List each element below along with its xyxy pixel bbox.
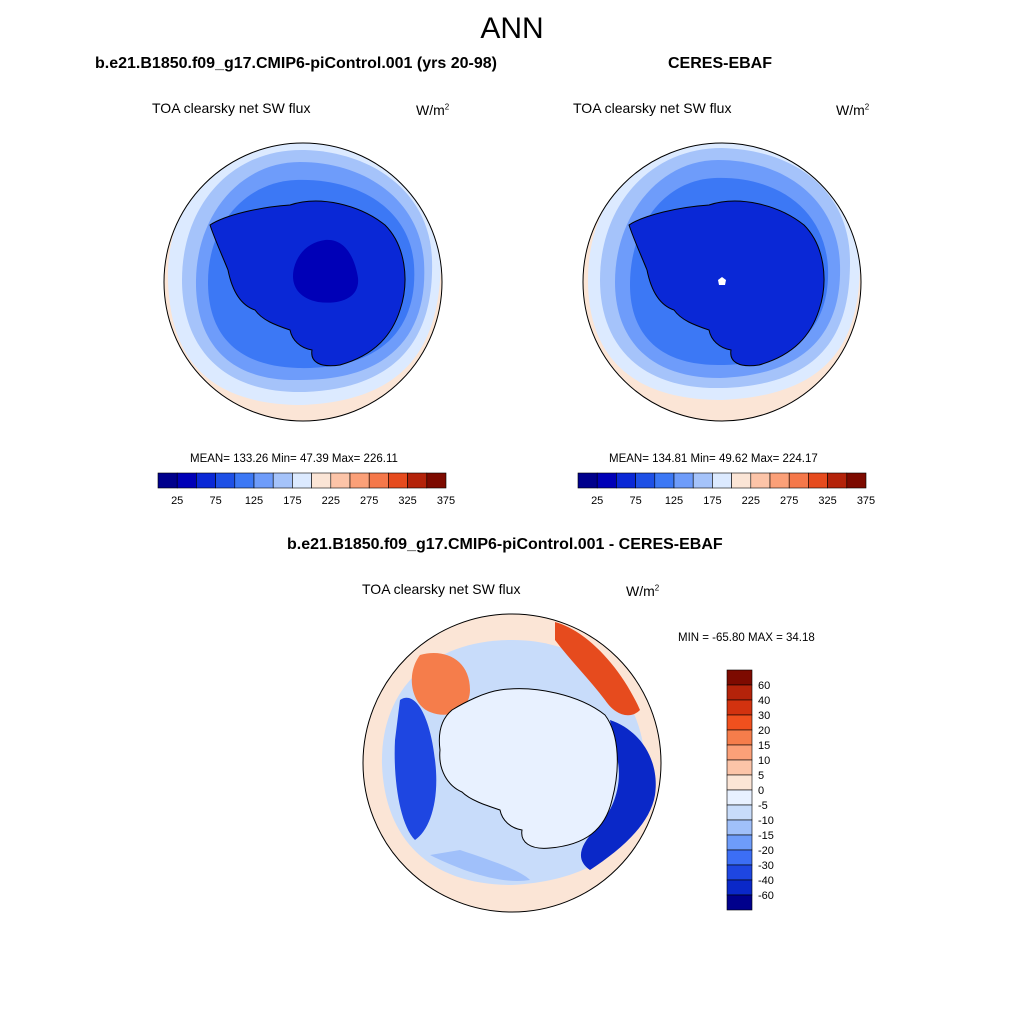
- model-colorbar: 25 75 125 175 225 275 325 375: [157, 472, 455, 507]
- diff-colorbar-swatch: [726, 729, 753, 746]
- obs-colorbar: 25 75 125 175 225 275 325 375: [577, 472, 875, 507]
- model-colorbar-swatch: [234, 472, 255, 489]
- obs-colorbar-swatch: [769, 472, 790, 489]
- obs-colorbar-swatch: [750, 472, 771, 489]
- diff-colorbar-swatch: [726, 759, 753, 776]
- model-stats: MEAN= 133.26 Min= 47.39 Max= 226.11: [190, 453, 398, 465]
- model-colorbar-swatch: [388, 472, 408, 489]
- diff-colorbar-label: 0: [758, 785, 764, 797]
- diff-title: b.e21.B1850.f09_g17.CMIP6-piControl.001 …: [287, 536, 723, 553]
- obs-polar-map: [582, 142, 862, 422]
- model-colorbar-tick-label: 275: [360, 495, 378, 507]
- model-colorbar-swatch: [176, 472, 197, 489]
- diff-colorbar-label: 20: [758, 725, 770, 737]
- obs-colorbar-tick-label: 275: [780, 495, 798, 507]
- diff-colorbar-swatch: [726, 879, 753, 896]
- obs-colorbar-swatch: [808, 472, 828, 489]
- model-case-title: b.e21.B1850.f09_g17.CMIP6-piControl.001 …: [95, 55, 497, 72]
- diff-colorbar-label: 5: [758, 770, 764, 782]
- model-colorbar-tick-label: 125: [245, 495, 263, 507]
- obs-colorbar-swatch: [692, 472, 713, 489]
- model-colorbar-swatch: [330, 472, 351, 489]
- model-colorbar-swatch: [272, 472, 293, 489]
- diff-colorbar-swatch: [726, 864, 753, 881]
- diff-colorbar-label: 15: [758, 740, 770, 752]
- diff-colorbar-swatch: [726, 804, 753, 821]
- model-colorbar-swatch: [311, 472, 332, 489]
- obs-colorbar-tick-label: 125: [665, 495, 683, 507]
- diff-colorbar: 60 40 30 20 15 10 5 0 -5 -10 -15 -20 -30 -40 -60: [726, 669, 774, 911]
- diff-units-label: W/m2: [626, 583, 660, 599]
- obs-colorbar-tick-label: 375: [857, 495, 875, 507]
- model-colorbar-swatch: [157, 472, 178, 489]
- obs-colorbar-swatch: [788, 472, 809, 489]
- diff-colorbar-swatch: [726, 819, 753, 836]
- season-title: ANN: [480, 12, 544, 45]
- obs-units-label: W/m2: [836, 102, 870, 118]
- obs-field-label: TOA clearsky net SW flux: [573, 100, 732, 116]
- model-colorbar-swatch: [253, 472, 274, 489]
- model-colorbar-swatch: [349, 472, 370, 489]
- obs-colorbar-swatch: [731, 472, 752, 489]
- obs-colorbar-swatch: [846, 472, 867, 489]
- model-units-label: W/m2: [416, 102, 450, 118]
- model-field-label: TOA clearsky net SW flux: [152, 100, 311, 116]
- obs-colorbar-swatch: [635, 472, 656, 489]
- diff-field-label: TOA clearsky net SW flux: [362, 581, 521, 597]
- diff-colorbar-label: 60: [758, 680, 770, 692]
- obs-colorbar-swatch: [616, 472, 636, 489]
- diff-polar-map: [362, 613, 662, 913]
- diff-colorbar-swatch: [726, 669, 753, 686]
- diff-colorbar-swatch: [726, 849, 753, 866]
- obs-colorbar-swatch: [596, 472, 617, 489]
- diff-colorbar-swatch: [726, 894, 753, 911]
- diff-stats: MIN = -65.80 MAX = 34.18: [678, 632, 815, 644]
- obs-stats: MEAN= 134.81 Min= 49.62 Max= 224.17: [609, 453, 818, 465]
- obs-colorbar-swatch: [654, 472, 675, 489]
- diff-colorbar-swatch: [726, 774, 753, 791]
- obs-colorbar-swatch: [827, 472, 848, 489]
- diff-colorbar-swatch: [726, 789, 753, 806]
- diff-colorbar-label: -5: [758, 800, 768, 812]
- obs-colorbar-swatch: [673, 472, 694, 489]
- model-colorbar-tick-label: 75: [209, 495, 221, 507]
- model-colorbar-tick-label: 225: [322, 495, 340, 507]
- obs-colorbar-swatch: [712, 472, 732, 489]
- model-colorbar-tick-label: 375: [437, 495, 455, 507]
- model-colorbar-swatch: [215, 472, 236, 489]
- diff-colorbar-label: 30: [758, 710, 770, 722]
- obs-case-title: CERES-EBAF: [668, 55, 773, 72]
- obs-colorbar-tick-label: 325: [818, 495, 836, 507]
- diff-colorbar-label: -60: [758, 890, 774, 902]
- diff-colorbar-label: 10: [758, 755, 770, 767]
- model-colorbar-swatch: [426, 472, 447, 489]
- obs-colorbar-tick-label: 175: [703, 495, 721, 507]
- diff-colorbar-swatch: [726, 699, 753, 716]
- model-colorbar-swatch: [368, 472, 389, 489]
- diff-colorbar-label: -15: [758, 830, 774, 842]
- model-colorbar-tick-label: 325: [398, 495, 416, 507]
- diff-colorbar-swatch: [726, 714, 753, 731]
- model-colorbar-swatch: [407, 472, 428, 489]
- diff-colorbar-swatch: [726, 684, 753, 701]
- obs-colorbar-swatch: [577, 472, 598, 489]
- diff-colorbar-swatch: [726, 744, 753, 761]
- model-colorbar-tick-label: 25: [171, 495, 183, 507]
- diff-colorbar-label: -30: [758, 860, 774, 872]
- obs-colorbar-tick-label: 25: [591, 495, 603, 507]
- model-colorbar-swatch: [196, 472, 216, 489]
- diff-colorbar-label: -20: [758, 845, 774, 857]
- obs-colorbar-tick-label: 225: [742, 495, 760, 507]
- model-colorbar-swatch: [292, 472, 312, 489]
- model-polar-map: [163, 142, 443, 422]
- diff-colorbar-label: 40: [758, 695, 770, 707]
- model-colorbar-tick-label: 175: [283, 495, 301, 507]
- diff-colorbar-swatch: [726, 834, 753, 851]
- diff-colorbar-label: -40: [758, 875, 774, 887]
- diff-colorbar-label: -10: [758, 815, 774, 827]
- obs-colorbar-tick-label: 75: [629, 495, 641, 507]
